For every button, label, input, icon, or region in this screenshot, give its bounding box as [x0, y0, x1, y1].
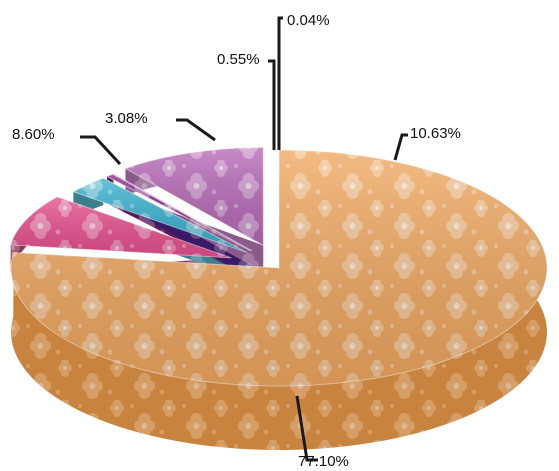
data-label: 3.08%	[105, 110, 148, 127]
leader-line	[268, 59, 276, 150]
pie-slice-shade	[10, 150, 547, 387]
pie-slice-shade	[106, 174, 252, 252]
leader-line	[80, 135, 122, 166]
leader-line	[277, 16, 283, 150]
data-label: 10.63%	[410, 125, 461, 142]
data-label: 0.55%	[217, 51, 260, 68]
leader-line	[295, 395, 318, 462]
data-label: 77.10%	[298, 453, 349, 470]
leader-line	[393, 133, 408, 161]
pie-slice-shade	[73, 178, 248, 253]
pie-slice-shade	[125, 147, 264, 246]
data-label: 0.04%	[287, 12, 330, 29]
leader-line	[176, 118, 216, 142]
pie-slice-side-pattern	[113, 173, 252, 278]
pie-slice-shade	[113, 173, 252, 251]
data-label: 8.60%	[12, 126, 55, 143]
pie-slice-shade	[10, 196, 232, 258]
data-labels: 77.10% 8.60% 3.08% 0.55% 0.04% 10.63%	[12, 12, 461, 470]
slice-tops	[9, 146, 548, 387]
